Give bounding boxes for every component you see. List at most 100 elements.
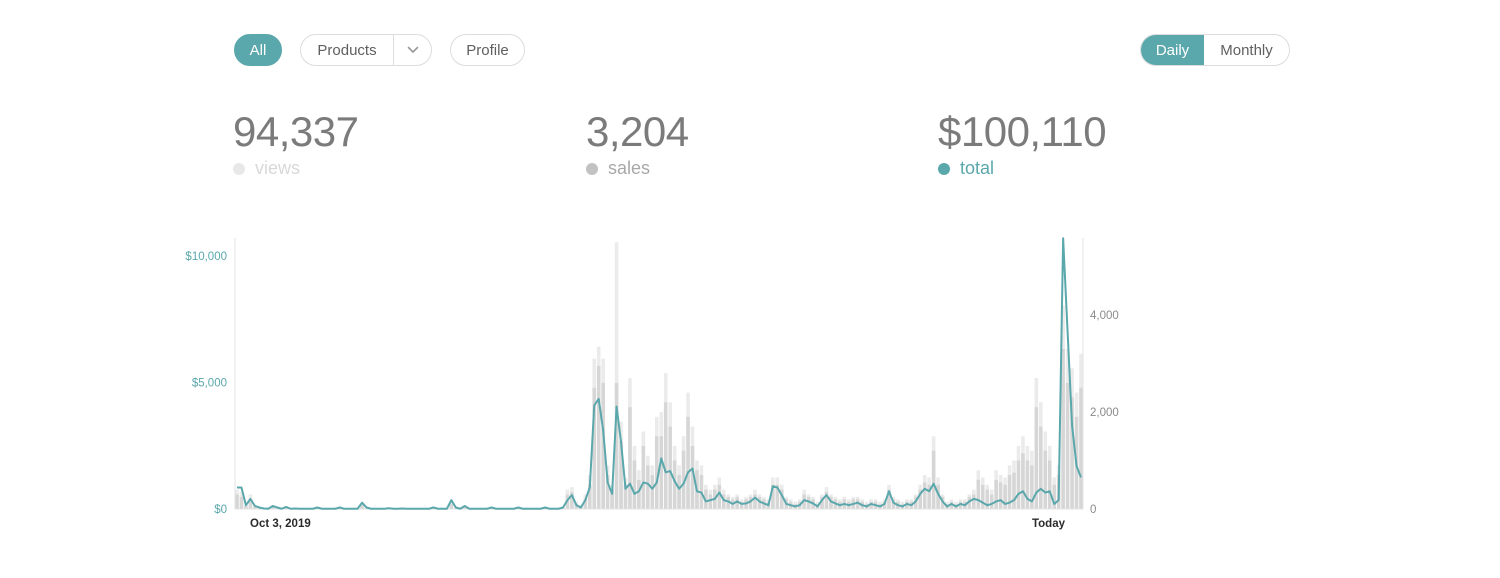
filter-products-button[interactable]: Products	[300, 34, 432, 66]
sales-bar	[605, 475, 610, 509]
sales-bar	[976, 479, 981, 509]
sales-bar	[1065, 382, 1070, 509]
filter-all-button[interactable]: All	[234, 34, 282, 66]
sales-bar	[449, 504, 454, 509]
period-monthly-button[interactable]: Monthly	[1204, 35, 1289, 65]
sales-bar	[592, 387, 597, 509]
x-end-label: Today	[1032, 518, 1066, 530]
sales-bar	[1043, 450, 1048, 509]
products-divider	[393, 34, 394, 66]
sales-bar	[686, 416, 690, 509]
sales-label: sales	[608, 158, 651, 178]
sales-bar	[753, 494, 757, 509]
sales-bar	[601, 382, 605, 509]
sales-bars	[235, 348, 1083, 510]
sales-bar	[958, 501, 963, 510]
sales-bar	[1007, 475, 1012, 509]
sales-bar	[637, 479, 641, 509]
sales-bar	[360, 505, 364, 509]
sales-bar	[244, 506, 248, 509]
sales-bar	[913, 496, 918, 510]
sales-bar	[967, 496, 972, 510]
total-value: $100,110	[938, 108, 1107, 155]
sales-bar	[748, 496, 753, 510]
left-tick-label: $10,000	[185, 251, 227, 263]
x-start-label: Oct 3, 2019	[250, 518, 311, 530]
sales-bar	[1030, 465, 1034, 509]
sales-bar	[905, 501, 909, 510]
sales-bar	[775, 484, 780, 509]
sales-bar	[690, 445, 695, 509]
sales-bar	[1016, 460, 1021, 509]
sales-bar	[672, 460, 677, 509]
sales-bar	[1070, 397, 1074, 509]
total-line	[237, 237, 1082, 510]
sales-bar	[1025, 460, 1030, 509]
sales-bar	[721, 494, 726, 509]
right-tick-label: 0	[1090, 504, 1096, 516]
sales-bar	[570, 492, 574, 509]
sales-bar	[588, 484, 592, 509]
sales-bar	[1034, 407, 1039, 509]
sales-bar	[985, 489, 990, 509]
period-monthly-label: Monthly	[1220, 41, 1273, 59]
sales-bar	[1061, 348, 1065, 509]
total-legend[interactable]: total	[938, 158, 1106, 179]
right-tick-label: 4,000	[1090, 310, 1119, 322]
sales-bar	[623, 484, 628, 509]
sales-bar	[659, 436, 664, 509]
left-axis-ticks: $0 $5,000 $10,000	[185, 251, 227, 516]
sales-bar	[583, 499, 588, 509]
filter-profile-button[interactable]: Profile	[450, 34, 525, 66]
sales-bar	[1047, 460, 1052, 509]
views-legend[interactable]: views	[233, 158, 358, 179]
sales-bar	[735, 496, 739, 510]
sales-bar	[1039, 426, 1043, 509]
sales-bar	[1079, 387, 1083, 509]
sales-bar	[1021, 453, 1025, 509]
sales-bar	[284, 507, 288, 510]
sales-bar	[824, 492, 829, 509]
sales-bar	[972, 494, 976, 509]
left-tick-label: $5,000	[192, 378, 227, 390]
sales-bar	[632, 460, 637, 509]
sales-bar	[1012, 472, 1016, 510]
sales-bar	[780, 489, 784, 509]
sales-bar	[922, 482, 927, 509]
views-bar	[614, 242, 619, 509]
sales-bar	[739, 501, 744, 510]
sales-bar	[726, 496, 730, 510]
period-daily-button[interactable]: Daily	[1141, 35, 1204, 65]
sales-bar	[614, 382, 619, 509]
sales-stat: 3,204 sales	[586, 108, 689, 179]
sales-bar	[757, 496, 762, 510]
sales-bar	[253, 507, 257, 509]
sales-bar	[596, 365, 601, 509]
right-axis-ticks: 0 2,000 4,000	[1090, 310, 1119, 516]
sales-bar	[998, 482, 1003, 509]
left-tick-label: $0	[214, 504, 227, 516]
sales-value: 3,204	[586, 108, 689, 155]
views-dot-icon	[233, 162, 245, 175]
sales-bar	[931, 450, 936, 509]
period-toggle: Daily Monthly	[1140, 34, 1290, 66]
sales-bar	[887, 489, 891, 509]
sales-legend[interactable]: sales	[586, 158, 689, 179]
sales-bar	[235, 494, 239, 509]
sales-bar	[918, 489, 923, 509]
right-tick-label: 2,000	[1090, 407, 1119, 419]
sales-bar	[940, 496, 945, 510]
total-label: total	[960, 158, 995, 178]
sales-bar	[610, 489, 614, 509]
sales-bar	[619, 441, 623, 509]
sales-bar	[806, 496, 811, 510]
sales-bar	[855, 499, 860, 509]
sales-bar	[869, 501, 873, 510]
sales-bar	[927, 484, 931, 509]
sales-bar	[654, 436, 659, 509]
products-dropdown-toggle[interactable]	[394, 46, 431, 54]
sales-bar	[462, 507, 467, 509]
sales-bar	[628, 407, 632, 509]
sales-bar	[663, 402, 668, 509]
views-stat: 94,337 views	[233, 108, 359, 179]
